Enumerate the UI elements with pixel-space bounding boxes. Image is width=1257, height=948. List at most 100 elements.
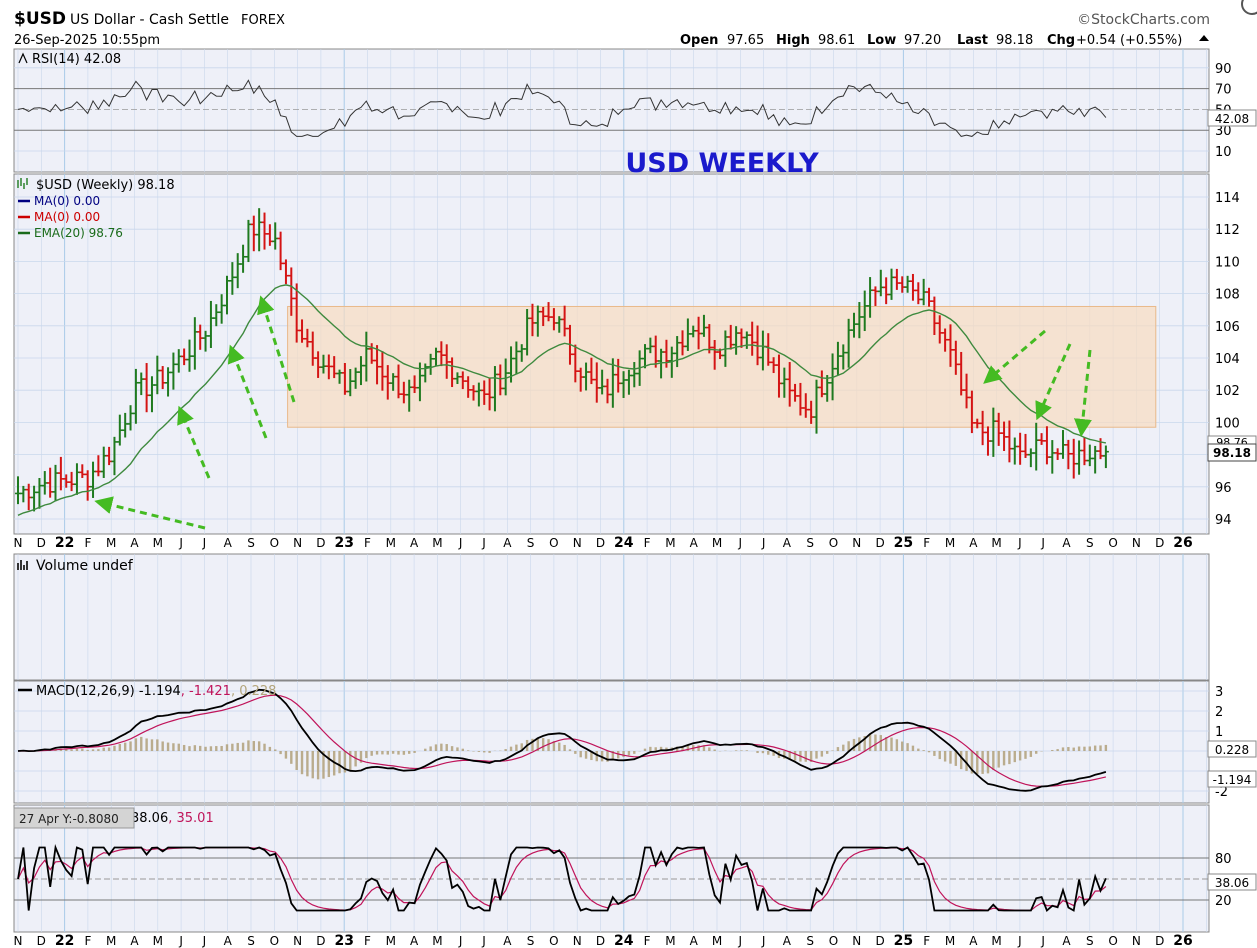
price-tick-label: 114 <box>1215 191 1240 206</box>
month-label: A <box>130 536 139 550</box>
month-label: J <box>1040 934 1045 948</box>
macd-histogram-bar <box>316 751 320 780</box>
month-label: M <box>945 934 955 948</box>
month-label: J <box>1017 934 1022 948</box>
month-label: N <box>14 536 23 550</box>
month-label: A <box>224 934 233 948</box>
month-label: O <box>829 536 838 550</box>
brand-logo[interactable]: ©StockCharts.com <box>1077 12 1210 28</box>
macd-histogram-bar <box>188 746 191 751</box>
month-label: A <box>224 536 233 550</box>
macd-histogram-bar <box>322 751 325 779</box>
macd-histogram-bar <box>922 750 925 751</box>
macd-histogram-bar <box>1072 747 1075 751</box>
macd-histogram-bar <box>413 751 416 753</box>
high-value: 98.61 <box>818 33 855 48</box>
macd-histogram-bar <box>831 750 834 751</box>
macd-histogram-bar <box>70 749 73 751</box>
legend-ma1: MA(0) 0.00 <box>34 194 100 208</box>
macd-histogram-bar <box>215 746 218 751</box>
macd-histogram-bar <box>166 742 170 751</box>
year-label: 26 <box>1173 535 1192 551</box>
macd-histogram-bar <box>965 751 968 771</box>
month-label: J <box>1017 536 1022 550</box>
month-label: F <box>364 536 371 550</box>
price-tick-label: 112 <box>1215 223 1240 238</box>
price-tick-label: 96 <box>1215 481 1232 496</box>
svg-text:27 Apr Y:-0.8080: 27 Apr Y:-0.8080 <box>19 812 119 826</box>
month-label: M <box>432 536 442 550</box>
macd-histogram-bar <box>836 747 840 751</box>
annotation-arrow <box>94 496 206 530</box>
year-label: 25 <box>894 535 913 551</box>
macd-histogram-bar <box>783 751 786 759</box>
month-label: O <box>1108 934 1117 948</box>
macd-histogram-bar <box>654 747 657 751</box>
macd-histogram-bar <box>349 751 352 770</box>
month-label: D <box>1155 536 1164 550</box>
month-label: M <box>106 536 116 550</box>
month-label: A <box>969 536 978 550</box>
price-tick-label: 110 <box>1215 255 1240 270</box>
macd-histogram-bar <box>129 741 132 751</box>
month-label: F <box>84 934 91 948</box>
price-legend: $USD (Weekly) 98.18 MA(0) 0.00 MA(0) 0.0… <box>17 178 175 240</box>
annotation-arrow <box>1035 343 1072 421</box>
month-label: J <box>761 536 766 550</box>
macd-histogram-bar <box>477 751 481 752</box>
macd-histogram-bar <box>161 741 164 751</box>
price-tick-label: 94 <box>1215 513 1232 528</box>
macd-histogram-bar <box>134 738 138 751</box>
macd-histogram-bar <box>574 751 577 754</box>
month-label: N <box>573 536 582 550</box>
year-label: 25 <box>894 933 913 948</box>
macd-histogram-bar <box>943 751 947 762</box>
month-label: M <box>991 536 1001 550</box>
macd-histogram-bar <box>686 745 690 751</box>
price-tick-label: 106 <box>1215 320 1240 335</box>
consolidation-range-box <box>287 305 1157 428</box>
chg-label: Chg <box>1047 33 1075 48</box>
macd-histogram-bar <box>1061 747 1065 751</box>
macd-histogram-bar <box>809 751 813 762</box>
chg-value: +0.54 (+0.55%) <box>1076 33 1182 48</box>
macd-histogram-bar <box>370 751 373 756</box>
month-label: A <box>1062 536 1071 550</box>
macd-histogram-bar <box>820 751 824 757</box>
month-label: S <box>1086 934 1094 948</box>
macd-histogram-bar <box>123 742 127 751</box>
macd-histogram-bar <box>1013 751 1016 763</box>
macd-histogram-bar <box>659 746 663 751</box>
macd-histogram-bar <box>91 749 95 751</box>
stoch-series <box>17 844 1107 913</box>
month-label: D <box>875 536 884 550</box>
macd-histogram-bar <box>241 742 245 751</box>
macd-histogram-bar <box>906 743 909 751</box>
macd-histogram-bar <box>734 750 738 751</box>
macd-histogram-bar <box>702 745 706 751</box>
last-value: 98.18 <box>996 33 1033 48</box>
macd-histogram-bar <box>558 742 561 751</box>
price-tick-label: 100 <box>1215 416 1240 431</box>
corner-menu-icon[interactable] <box>1241 0 1257 15</box>
macd-histogram-bar <box>209 746 213 751</box>
month-label: N <box>293 536 302 550</box>
volume-icon <box>17 560 28 570</box>
macd-histogram-bar <box>563 744 566 751</box>
macd-histogram-bar <box>177 743 180 751</box>
month-label: J <box>1040 536 1045 550</box>
rsi-tick-label: 30 <box>1215 124 1232 139</box>
macd-histogram-bar <box>590 751 593 761</box>
macd-histogram-bar <box>252 741 255 751</box>
macd-histogram-bar <box>761 751 765 754</box>
macd-histogram-bar <box>606 751 609 762</box>
year-label: 24 <box>614 933 634 948</box>
macd-histogram-bar <box>788 751 791 760</box>
year-label: 26 <box>1173 933 1192 948</box>
macd-tick-label: 2 <box>1215 705 1223 720</box>
month-label: N <box>852 934 861 948</box>
macd-histogram-bar <box>424 748 427 751</box>
month-label: A <box>690 934 699 948</box>
macd-histogram-bar <box>1024 751 1027 759</box>
